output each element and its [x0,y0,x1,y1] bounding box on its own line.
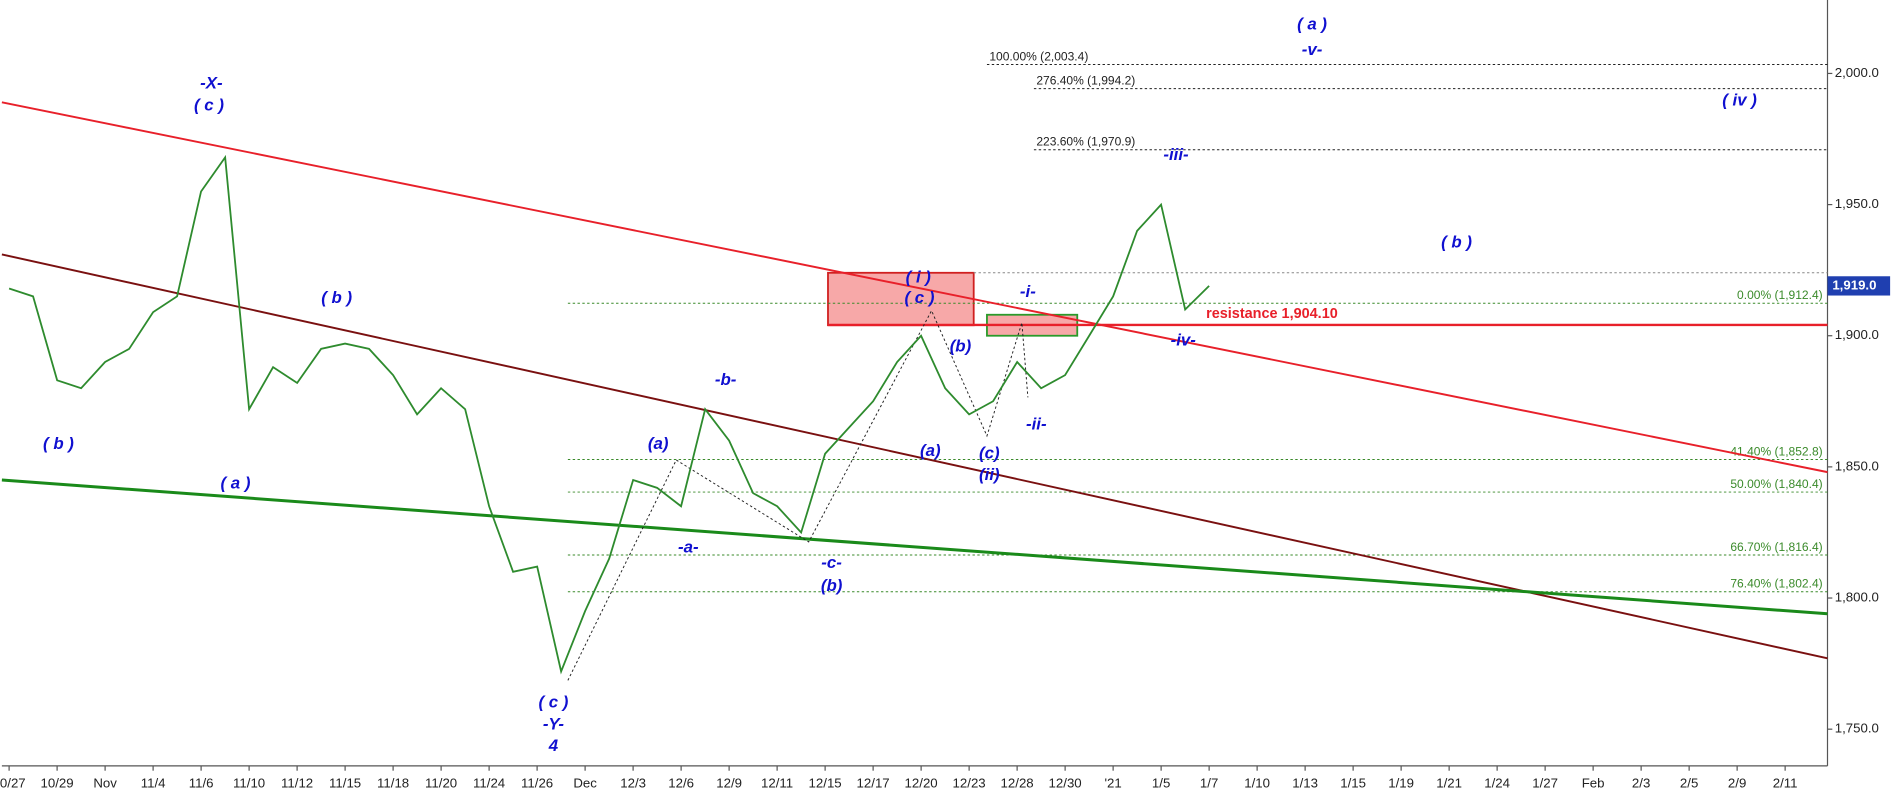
x-tick-label: 1/5 [1152,775,1170,790]
wave-label: -iv- [1171,330,1197,349]
wave-label: -ii- [1026,415,1047,434]
price-line [8,154,1210,675]
x-tick-label: 1/21 [1436,775,1462,790]
x-tick-label: 2/3 [1632,775,1650,790]
wave-label: -c- [821,553,842,572]
x-tick-label: Feb [1582,775,1605,790]
x-tick-label: 11/15 [329,775,361,790]
fib-label: 223.60% (1,970.9) [1036,135,1135,149]
x-tick-label: 11/10 [233,775,265,790]
x-tick-label: 12/11 [761,775,793,790]
wave-label: (ii) [979,465,1000,484]
x-tick-label: 12/20 [905,775,938,790]
wave-label: ( b ) [321,288,352,307]
x-tick-label: 1/24 [1484,775,1510,790]
x-tick-label: 10/27 [0,775,26,790]
x-tick-label: 11/12 [281,775,313,790]
fib-label: 0.00% (1,912.4) [1737,288,1823,302]
y-tick-label: 1,800.0 [1835,590,1879,605]
price-tag [1827,276,1891,296]
wave-label: -a- [678,537,699,556]
x-tick-label: 12/3 [620,775,646,790]
x-tick-label: 12/15 [809,775,842,790]
trendline [1,478,1828,616]
wave-label: ( a ) [221,474,251,493]
fib-label: 100.00% (2,003.4) [989,49,1088,63]
wave-label: ( c ) [194,95,224,114]
x-tick-label: Dec [573,775,597,790]
resistance-label: resistance 1,904.10 [1206,306,1338,322]
x-tick-label: 12/30 [1049,775,1082,790]
x-tick-label: 12/23 [953,775,986,790]
wave-label: (b) [821,576,843,595]
x-tick-label: 1/7 [1200,775,1218,790]
wave-label: -iii- [1163,145,1189,164]
x-tick-label: 11/18 [377,775,409,790]
x-tick-label: 1/19 [1388,775,1414,790]
y-tick-label: 1,750.0 [1835,721,1879,736]
x-tick-label: 2/5 [1680,775,1698,790]
x-tick-label: 2/11 [1773,775,1798,790]
price-tag-label: 1,919.0 [1832,277,1876,292]
x-tick-label: 1/10 [1244,775,1270,790]
fib-label: 50.00% (1,840.4) [1730,477,1822,491]
x-tick-label: 1/27 [1532,775,1558,790]
wave-label: -i- [1020,282,1036,301]
zone-box [827,271,975,327]
x-tick-label: 11/20 [425,775,457,790]
y-tick-label: 1,900.0 [1835,327,1879,342]
y-tick-label: 1,850.0 [1835,458,1879,473]
wave-label: (a) [648,434,669,453]
x-tick-label: 12/17 [857,775,890,790]
wave-label: (b) [950,336,972,355]
x-tick-label: 10/29 [41,775,74,790]
x-tick-label: 12/9 [716,775,742,790]
y-tick-label: 2,000.0 [1835,65,1879,80]
wave-label: ( a ) [1297,15,1327,34]
x-tick-label: '21 [1104,775,1121,790]
wave-label: ( b ) [43,434,74,453]
x-tick-label: 1/15 [1340,775,1366,790]
fib-label: 276.40% (1,994.2) [1036,74,1135,88]
wave-label: 4 [548,736,559,755]
x-tick-label: 1/13 [1292,775,1318,790]
wave-label: -b- [715,370,737,389]
x-tick-label: 11/4 [141,775,166,790]
wave-label: -v- [1302,40,1323,59]
x-tick-label: Nov [93,775,117,790]
wave-label: (a) [920,441,941,460]
wave-label: ( b ) [1441,233,1472,252]
fib-label: 76.40% (1,802.4) [1730,577,1822,591]
wave-label: ( c ) [538,693,568,712]
x-tick-label: 11/26 [521,775,553,790]
fib-label: 66.70% (1,816.4) [1730,540,1822,554]
wave-label: (c) [979,443,1000,462]
x-tick-label: 11/6 [189,775,214,790]
x-tick-label: 12/28 [1001,775,1034,790]
x-tick-label: 2/9 [1728,775,1746,790]
wave-label: ( iv ) [1722,91,1757,110]
fib-label: 41.40% (1,852.8) [1730,444,1822,458]
y-tick-label: 1,950.0 [1835,196,1879,211]
wave-label: ( c ) [905,288,935,307]
x-tick-label: 12/6 [668,775,694,790]
trendline [1,101,1828,474]
x-tick-label: 11/24 [473,775,505,790]
wave-label: -Y- [543,714,565,733]
wave-label: ( i ) [906,268,932,287]
wave-label: -X- [200,74,223,93]
